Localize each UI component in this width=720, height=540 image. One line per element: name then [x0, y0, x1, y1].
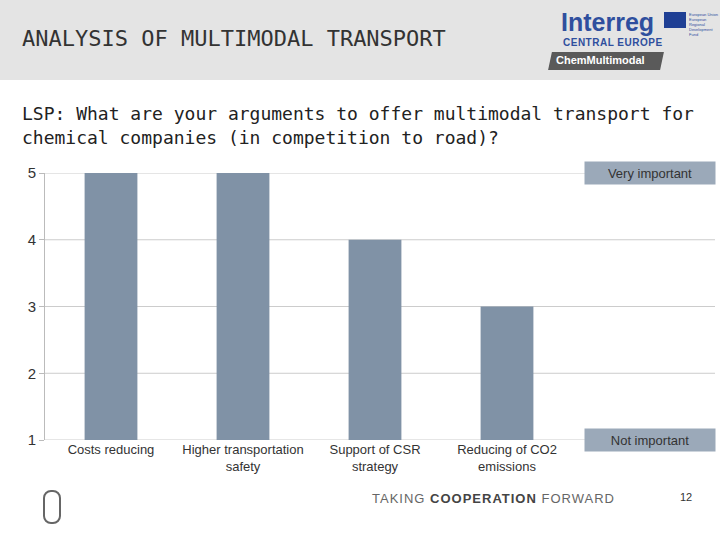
svg-text:1: 1	[28, 431, 36, 448]
svg-text:2: 2	[28, 365, 36, 382]
svg-text:Very important: Very important	[608, 166, 692, 181]
html-text:TAKING COOPERATION FORWARD: TAKING COOPERATION FORWARD	[372, 491, 615, 506]
svg-text:Not important: Not important	[611, 433, 689, 448]
svg-text:3: 3	[28, 298, 36, 315]
svg-text:Support of CSRstrategy: Support of CSRstrategy	[329, 442, 420, 474]
svg-text:Reducing of CO2emissions: Reducing of CO2emissions	[457, 442, 557, 474]
html-text:Interreg: Interreg	[561, 8, 655, 36]
html-text:CENTRAL EUROPE: CENTRAL EUROPE	[563, 37, 663, 48]
html-text:European Union European Region: European Union European Regional Develop…	[689, 12, 718, 37]
svg-text:Costs reducing: Costs reducing	[68, 442, 155, 457]
html-text:12: 12	[680, 491, 693, 503]
svg-text:5: 5	[28, 164, 36, 181]
svg-text:4: 4	[28, 231, 36, 248]
svg-text:Higher transportationsafety: Higher transportationsafety	[182, 442, 303, 474]
html-text:LSP: What are your arguments t: LSP: What are your arguments to offer mu…	[22, 103, 694, 148]
html-text:ChemMultimodal: ChemMultimodal	[556, 54, 645, 66]
html-text:ANALYSIS OF MULTIMODAL TRANSPO: ANALYSIS OF MULTIMODAL TRANSPORT	[22, 26, 446, 51]
